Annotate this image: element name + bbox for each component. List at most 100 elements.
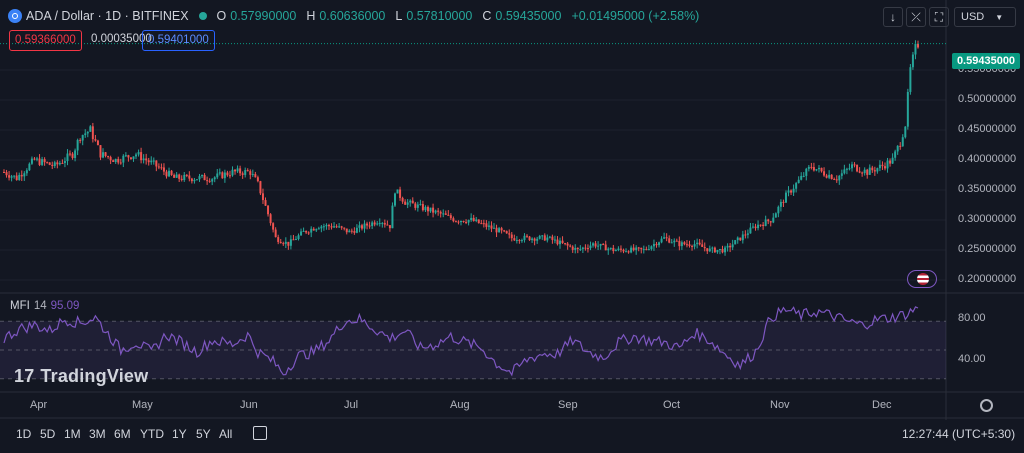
us-flag-icon[interactable] — [907, 270, 937, 288]
candle-body — [226, 172, 229, 176]
candle-body — [561, 240, 564, 244]
candle-body — [754, 226, 757, 229]
price-axis-label: 0.35000000 — [958, 183, 1017, 195]
mfi-axis-label: 80.00 — [958, 312, 986, 324]
mfi-value: 95.09 — [50, 300, 80, 312]
price-axis-label: 0.25000000 — [958, 243, 1017, 255]
candle-body — [23, 173, 26, 177]
candle-body — [432, 207, 435, 213]
candle-body — [868, 167, 871, 175]
candle-body — [586, 248, 589, 250]
candle-body — [904, 126, 907, 138]
mfi-legend[interactable]: MFI 14 95.09 — [10, 300, 79, 312]
timeframe-1d-button[interactable]: 1D — [16, 427, 32, 441]
candle-body — [650, 246, 653, 250]
candle-body — [234, 169, 237, 172]
candle-body — [211, 179, 214, 182]
candle-body — [355, 227, 358, 233]
buy-price-button[interactable]: 0.59401000 — [142, 30, 215, 51]
candle-body — [711, 247, 714, 249]
arrow-down-icon[interactable]: ↓ — [883, 7, 903, 27]
candle-body — [28, 163, 31, 171]
candle-body — [188, 175, 191, 179]
candle-body — [322, 226, 325, 228]
tradingview-logo[interactable]: 17 TradingView — [14, 366, 148, 387]
candle-body — [137, 152, 140, 155]
mfi-name: MFI — [10, 300, 30, 312]
time-axis-label: Sep — [558, 399, 578, 411]
price-axis-label: 0.30000000 — [958, 213, 1017, 225]
candle-body — [779, 201, 782, 207]
time-axis-label: Nov — [770, 399, 790, 411]
candle-body — [566, 243, 569, 246]
sell-price-button[interactable]: 0.59366000 — [9, 30, 82, 51]
candle-body — [635, 247, 638, 251]
candle-body — [843, 169, 846, 174]
candle-body — [513, 238, 516, 241]
fullscreen-icon[interactable]: ⛶ — [929, 7, 949, 27]
open-value: 0.57990000 — [230, 9, 297, 23]
candle-body — [391, 205, 394, 229]
candle-body — [538, 235, 541, 239]
candle-body — [327, 224, 330, 227]
candle-body — [523, 235, 526, 241]
candle-body — [838, 175, 841, 181]
candle-body — [274, 229, 277, 238]
candle-body — [241, 173, 244, 175]
candle-body — [373, 222, 376, 225]
candle-body — [574, 247, 577, 250]
price-axis-label: 0.45000000 — [958, 123, 1017, 135]
timeframe-1m-button[interactable]: 1M — [64, 427, 81, 441]
timeframe-5y-button[interactable]: 5Y — [196, 427, 211, 441]
candle-body — [853, 164, 856, 166]
currency-select[interactable]: USD ▼ — [954, 7, 1016, 27]
candle-body — [551, 236, 554, 240]
candle-body — [421, 204, 424, 211]
timeframe-ytd-button[interactable]: YTD — [140, 427, 164, 441]
candle-body — [708, 248, 711, 252]
candle-body — [454, 221, 457, 223]
candle-body — [317, 228, 320, 230]
timeframe-3m-button[interactable]: 3M — [89, 427, 106, 441]
candle-body — [404, 201, 407, 205]
collapse-icon[interactable]: ⤫ — [906, 7, 926, 27]
candle-body — [86, 131, 89, 134]
candle-body — [409, 200, 412, 203]
candle-body — [767, 219, 770, 222]
gear-icon[interactable] — [980, 399, 993, 412]
candle-body — [706, 248, 709, 252]
timeframe-all-button[interactable]: All — [219, 427, 233, 441]
candle-body — [670, 242, 673, 244]
candle-body — [637, 247, 640, 249]
candle-body — [866, 169, 869, 175]
candle-body — [165, 171, 168, 177]
calendar-icon[interactable] — [253, 426, 267, 440]
chevron-down-icon: ▼ — [995, 13, 1004, 22]
candle-body — [46, 162, 49, 164]
symbol-name[interactable]: ADA / Dollar · 1D · BITFINEX — [26, 9, 189, 23]
candle-body — [142, 158, 145, 161]
candle-body — [89, 126, 92, 132]
candle-body — [84, 133, 87, 136]
candle-body — [602, 243, 605, 245]
candle-body — [81, 135, 84, 141]
timeframe-5d-button[interactable]: 5D — [40, 427, 56, 441]
candle-body — [477, 219, 480, 224]
candle-body — [439, 211, 442, 214]
timeframe-1y-button[interactable]: 1Y — [172, 427, 187, 441]
candle-body — [729, 245, 732, 248]
candle-body — [594, 243, 597, 247]
candle-body — [883, 166, 886, 169]
candle-body — [135, 154, 138, 157]
candle-body — [683, 242, 686, 245]
candle-body — [129, 157, 132, 159]
candle-body — [762, 224, 765, 226]
candle-body — [584, 247, 587, 249]
candle-body — [58, 162, 61, 165]
candle-body — [244, 170, 247, 175]
candle-body — [749, 227, 752, 234]
candle-body — [495, 227, 498, 233]
timeframe-6m-button[interactable]: 6M — [114, 427, 131, 441]
clock[interactable]: 12:27:44 (UTC+5:30) — [902, 427, 1016, 441]
